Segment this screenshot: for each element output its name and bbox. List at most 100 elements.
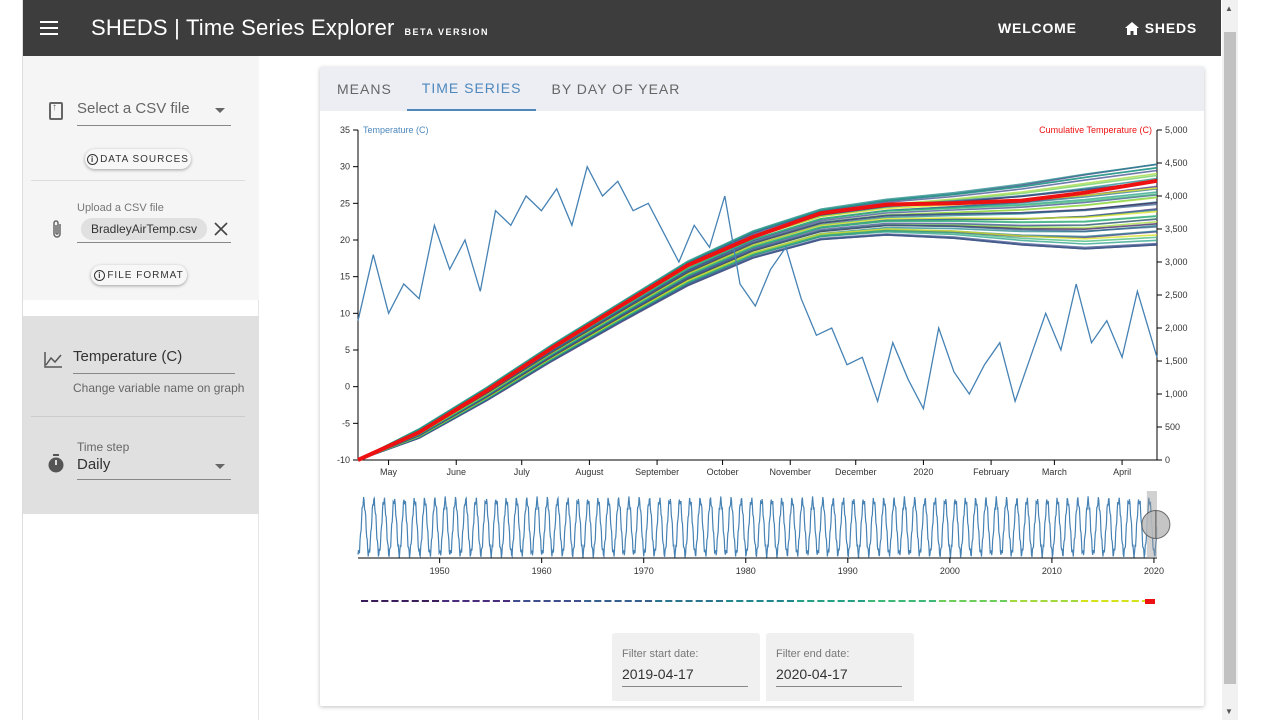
year-color-legend-segment (452, 600, 460, 602)
filter-end-date[interactable]: Filter end date: 2020-04-17 (766, 633, 914, 701)
year-color-legend-segment (837, 600, 845, 602)
y-tick-label-left: -10 (337, 455, 350, 465)
tab-time-series-label: TIME SERIES (421, 80, 522, 96)
year-color-legend-segment (715, 600, 724, 602)
year-color-legend-segment (614, 600, 622, 602)
sheds-label: SHEDS (1144, 20, 1197, 36)
line-chart-icon (44, 352, 62, 368)
y-tick-label-right: 1,000 (1165, 389, 1188, 399)
overview-temperature-line (357, 495, 1158, 559)
top-nav: WELCOME SHEDS (974, 0, 1221, 56)
cumulative-line-other-year (357, 180, 1158, 461)
data-sources-button[interactable]: i DATA SOURCES (85, 149, 191, 169)
y-tick-label-right: 1,500 (1165, 356, 1188, 366)
year-color-legend-segment (736, 600, 744, 602)
beta-badge: BETA VERSION (404, 27, 490, 37)
cumulative-line-other-year (357, 172, 1158, 461)
temperature-line (357, 164, 1158, 411)
close-icon (214, 222, 228, 236)
year-color-legend-segment (695, 600, 703, 602)
year-color-legend-segment (442, 600, 450, 602)
y-tick-label-right: 500 (1165, 422, 1180, 432)
year-color-legend-segment (1131, 600, 1139, 602)
y-axis-right-title: Cumulative Temperature (C) (1039, 125, 1152, 135)
year-color-legend-segment (786, 600, 795, 602)
y-tick-label-right: 5,000 (1165, 125, 1188, 135)
stopwatch-icon (48, 454, 64, 473)
year-color-legend-segment (523, 600, 531, 602)
data-sources-label: DATA SOURCES (100, 153, 189, 165)
brand-name: SHEDS (91, 15, 168, 40)
year-color-legend-segment (1091, 600, 1099, 602)
x-tick-label: April (1113, 467, 1131, 477)
year-color-legend-segment (1020, 600, 1028, 602)
year-color-legend-segment (857, 600, 866, 602)
year-color-legend-segment (807, 600, 815, 602)
year-color-legend-selected (1145, 599, 1155, 604)
year-color-legend-segment (411, 600, 419, 602)
cumulative-line-other-year (357, 228, 1158, 461)
uploaded-file-chip: BradleyAirTemp.csv (81, 218, 208, 240)
uploaded-file-name: BradleyAirTemp.csv (91, 222, 198, 236)
year-color-legend-segment (746, 600, 754, 602)
welcome-button[interactable]: WELCOME (974, 0, 1101, 56)
y-tick-label-left: 35 (340, 125, 350, 135)
year-color-legend-segment (371, 600, 379, 602)
year-color-legend-segment (685, 600, 693, 602)
year-color-legend-segment (776, 600, 784, 602)
x-tick-label: August (575, 467, 604, 477)
upload-label: Upload a CSV file (77, 202, 164, 214)
year-color-legend-segment (969, 600, 977, 602)
scroll-up-icon[interactable]: ▲ (1225, 4, 1233, 13)
tab-time-series[interactable]: TIME SERIES (406, 67, 537, 111)
variable-name-value: Temperature (C) (73, 348, 183, 365)
year-color-legend-segment (462, 600, 470, 602)
divider (31, 416, 245, 417)
hamburger-menu-icon[interactable] (23, 0, 75, 56)
app-title: SHEDS | Time Series Explorer (91, 15, 395, 41)
sheds-home-button[interactable]: SHEDS (1101, 0, 1221, 56)
variable-hint: Change variable name on graph (73, 381, 245, 395)
cumulative-line-other-year (357, 234, 1158, 461)
cumulative-line-other-year (357, 169, 1158, 461)
year-color-legend-segment (868, 600, 876, 602)
year-color-legend-segment (766, 600, 774, 602)
y-tick-label-left: -5 (342, 418, 350, 428)
tab-means-label: MEANS (337, 81, 392, 97)
variable-name-input[interactable]: Temperature (C) (73, 348, 235, 374)
scrollbar-thumb[interactable] (1224, 32, 1236, 684)
year-color-legend-segment (817, 600, 825, 602)
year-color-legend-segment (431, 600, 440, 602)
cumulative-line-other-year (357, 229, 1158, 461)
dropdown-arrow-icon (215, 464, 225, 469)
year-color-legend-segment (604, 600, 612, 602)
chart-card: MEANS TIME SERIES BY DAY OF YEAR 35 30 25 2… (320, 67, 1204, 706)
year-color-legend-segment (1070, 600, 1078, 602)
tab-by-day-of-year[interactable]: BY DAY OF YEAR (536, 67, 695, 111)
year-color-legend-segment (634, 600, 642, 602)
csv-file-select[interactable]: Select a CSV file (77, 100, 231, 126)
file-format-button[interactable]: i FILE FORMAT (91, 265, 187, 285)
x-tick-label: May (380, 467, 398, 477)
time-series-chart[interactable]: 35 30 25 20 15 10 5 0 -5 -10 5,000 4,500 4,000 3,500 3… (320, 111, 1204, 631)
year-color-legend-segment (908, 600, 916, 602)
filter-start-date[interactable]: Filter start date: 2019-04-17 (612, 633, 760, 701)
cumulative-line-other-year (357, 224, 1158, 461)
year-color-legend-segment (391, 600, 399, 602)
tab-means[interactable]: MEANS (322, 67, 407, 111)
year-color-legend-segment (797, 600, 805, 602)
overview-x-tick-label: 2020 (1144, 566, 1164, 576)
page-scrollbar[interactable]: ▲ ▼ (1222, 0, 1238, 720)
app-bar: SHEDS | Time Series Explorer BETA VERSIO… (23, 0, 1221, 56)
y-tick-label-left: 30 (340, 162, 350, 172)
scroll-down-icon[interactable]: ▼ (1225, 707, 1233, 716)
year-color-legend-segment (756, 600, 764, 602)
year-color-legend-segment (401, 600, 409, 602)
year-color-legend-segment (472, 600, 480, 602)
tab-day-of-year-label: BY DAY OF YEAR (551, 81, 681, 97)
timestep-select[interactable]: Daily (77, 456, 231, 480)
overview-x-tick-label: 1980 (736, 566, 756, 576)
x-tick-label: 2020 (913, 467, 933, 477)
clear-file-button[interactable] (210, 218, 232, 240)
year-color-legend-segment (939, 600, 947, 602)
